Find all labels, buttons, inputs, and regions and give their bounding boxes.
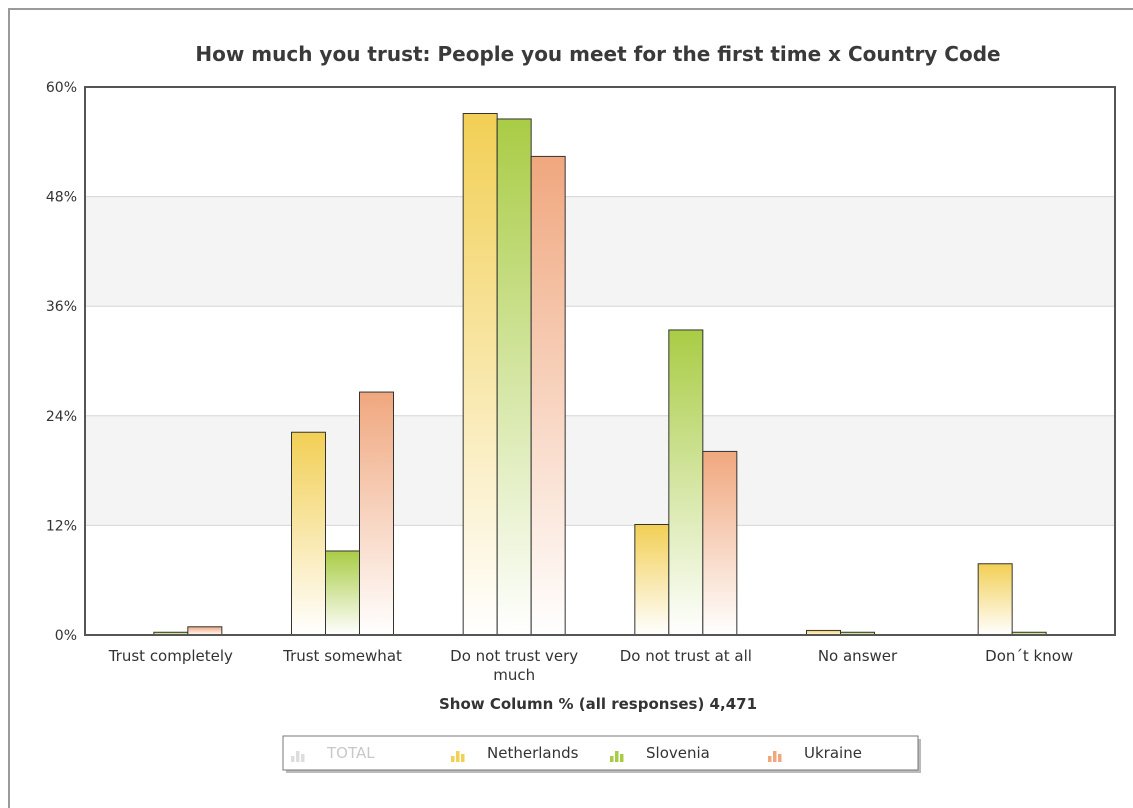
- x-axis-title: Show Column % (all responses) 4,471: [439, 695, 757, 713]
- legend-swatch-bar: [773, 751, 777, 762]
- plot-border: [84, 86, 1116, 636]
- legend-swatch-bar: [461, 754, 465, 762]
- legend-swatch-bar: [768, 756, 772, 762]
- bar-netherlands-5[interactable]: [977, 563, 1013, 636]
- bar-ukraine-0[interactable]: [187, 626, 223, 636]
- legend-item-netherlands[interactable]: Netherlands: [487, 744, 579, 762]
- legend-swatch-bar: [301, 754, 305, 762]
- y-tick-label: 48%: [46, 190, 77, 206]
- bar-netherlands-1[interactable]: [291, 431, 326, 636]
- x-category-label: much: [493, 666, 535, 684]
- x-category-label: Do not trust very: [450, 647, 578, 665]
- x-category-label: Don´t know: [985, 647, 1073, 665]
- y-tick-label: 12%: [46, 518, 77, 534]
- legend-box: [282, 735, 919, 771]
- bar-ukraine-2[interactable]: [530, 155, 566, 636]
- x-category-label: Trust completely: [108, 647, 233, 665]
- x-category-label: Trust somewhat: [282, 647, 402, 665]
- bar-ukraine-1[interactable]: [359, 391, 394, 636]
- bar-ukraine-3[interactable]: [702, 450, 738, 636]
- y-tick-label: 0%: [55, 628, 77, 644]
- y-tick-label: 24%: [46, 409, 77, 425]
- chart-title: How much you trust: People you meet for …: [195, 42, 1000, 66]
- legend-swatch-bar: [778, 754, 782, 762]
- y-tick-label: 60%: [46, 80, 77, 96]
- bars: [153, 112, 1047, 636]
- y-axis-ticks: 0% 12% 24% 36% 48% 60%: [46, 80, 77, 644]
- legend-swatch-bar: [456, 751, 460, 762]
- x-category-label: No answer: [818, 647, 898, 665]
- legend[interactable]: TOTAL Netherlands Slovenia Ukraine: [282, 735, 921, 773]
- bar-netherlands-3[interactable]: [634, 523, 670, 636]
- legend-swatch-bar: [610, 756, 614, 762]
- x-axis-categories: Trust completely Trust somewhat Do not tru…: [108, 647, 1073, 684]
- legend-item-total[interactable]: TOTAL: [326, 744, 375, 762]
- gridlines: [85, 86, 1115, 636]
- grid-band: [85, 196, 1115, 307]
- legend-swatch-bar: [615, 751, 619, 762]
- chart-frame: [8, 8, 1133, 808]
- bar-slovenia-2[interactable]: [496, 118, 532, 636]
- bar-slovenia-3[interactable]: [668, 329, 704, 636]
- legend-swatch-bar: [291, 756, 295, 762]
- legend-item-ukraine[interactable]: Ukraine: [804, 744, 862, 762]
- legend-swatch-bar: [620, 754, 624, 762]
- bar-netherlands-2[interactable]: [462, 112, 498, 636]
- y-tick-label: 36%: [46, 299, 77, 315]
- grid-bands: [85, 196, 1115, 526]
- bar-slovenia-1[interactable]: [325, 550, 360, 636]
- legend-swatch-bar: [296, 751, 300, 762]
- bar-chart: How much you trust: People you meet for …: [46, 42, 1116, 773]
- legend-item-slovenia[interactable]: Slovenia: [646, 744, 710, 762]
- x-category-label: Do not trust at all: [620, 647, 752, 665]
- grid-band: [85, 415, 1115, 526]
- legend-swatch-bar: [451, 756, 455, 762]
